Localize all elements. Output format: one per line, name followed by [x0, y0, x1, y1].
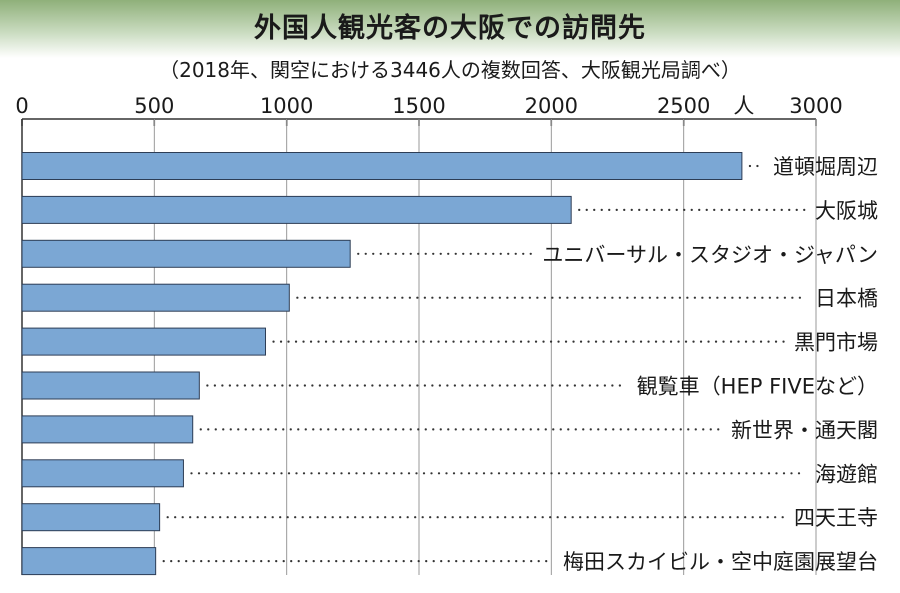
- chart-title: 外国人観光客の大阪での訪問先: [254, 13, 646, 44]
- bar: [21, 327, 266, 356]
- category-label: 黒門市場: [794, 331, 878, 355]
- x-tick-label: 2500: [657, 94, 710, 118]
- category-label: 日本橋: [815, 287, 878, 311]
- bar: [21, 239, 351, 268]
- bar: [21, 415, 194, 444]
- header-band: [0, 0, 900, 58]
- category-label: 大阪城: [815, 199, 878, 223]
- category-label: 四天王寺: [794, 506, 878, 530]
- category-label: 海遊館: [815, 462, 878, 486]
- category-label: 道頓堀周辺: [773, 155, 878, 179]
- bar: [21, 371, 200, 400]
- category-label: 観覧車（HEP FIVEなど）: [637, 375, 878, 399]
- bar: [21, 459, 184, 488]
- chart-subtitle: （2018年、関空における3446人の複数回答、大阪観光局調べ）: [159, 58, 741, 82]
- x-tick-label: 0: [15, 94, 28, 118]
- bar: [21, 547, 157, 576]
- x-tick-label: 2000: [525, 94, 578, 118]
- bar: [21, 503, 161, 532]
- x-axis-unit-label: 人: [733, 94, 754, 118]
- category-label: 梅田スカイビル・空中庭園展望台: [563, 550, 878, 574]
- bar: [21, 152, 743, 180]
- x-tick-label: 1500: [392, 94, 445, 118]
- x-tick-label: 500: [134, 94, 174, 118]
- x-tick-label: 3000: [789, 94, 842, 118]
- category-label: ユニバーサル・スタジオ・ジャパン: [542, 243, 878, 267]
- bar: [21, 283, 290, 312]
- category-label: 新世界・通天閣: [731, 418, 878, 442]
- x-tick-label: 1000: [260, 94, 313, 118]
- bar: [21, 195, 572, 224]
